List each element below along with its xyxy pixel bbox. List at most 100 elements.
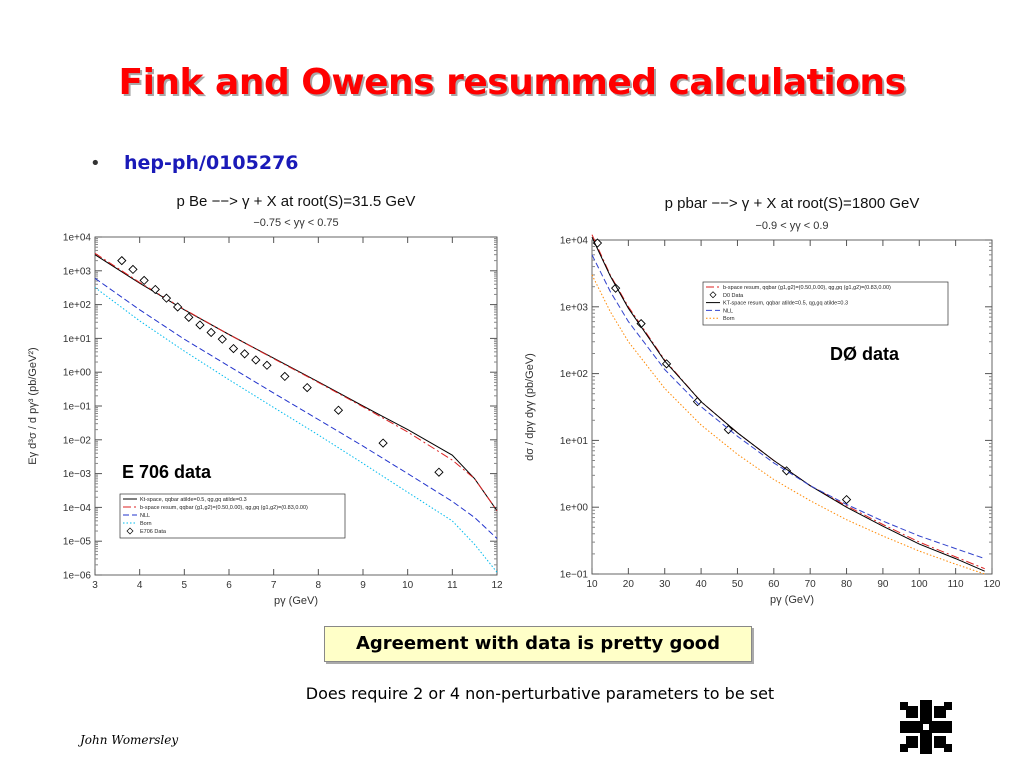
chart-title: p pbar −−> γ + X at root(S)=1800 GeV bbox=[665, 195, 920, 212]
x-tick-label: 120 bbox=[984, 579, 1001, 590]
x-tick-label: 110 bbox=[948, 579, 964, 590]
data-point bbox=[172, 302, 183, 312]
legend-entry: NLL bbox=[140, 513, 150, 519]
y-tick-label: 1e+00 bbox=[63, 368, 92, 379]
x-tick-label: 60 bbox=[768, 579, 780, 590]
series-line bbox=[94, 287, 498, 573]
x-tick-label: 4 bbox=[137, 580, 143, 591]
series-line bbox=[591, 236, 985, 572]
y-tick-label: 1e−02 bbox=[63, 435, 92, 446]
legend-entry: Born bbox=[723, 316, 735, 322]
data-point bbox=[434, 467, 444, 477]
data-point bbox=[333, 405, 344, 415]
x-tick-label: 30 bbox=[659, 579, 671, 590]
x-tick-label: 12 bbox=[491, 580, 503, 591]
x-tick-label: 10 bbox=[402, 580, 414, 591]
author-name: John Womersley bbox=[80, 733, 179, 747]
x-tick-label: 90 bbox=[877, 579, 889, 590]
data-point bbox=[195, 320, 205, 330]
y-tick-label: 1e+02 bbox=[63, 300, 92, 311]
legend-entry: Born bbox=[140, 521, 152, 527]
bullet-dot: • bbox=[90, 153, 101, 174]
data-point bbox=[841, 494, 852, 505]
y-axis-label: dσ / dpγ dyγ (pb/GeV) bbox=[524, 353, 536, 461]
y-tick-label: 1e−01 bbox=[560, 570, 589, 581]
y-tick-label: 1e−03 bbox=[63, 469, 92, 480]
x-axis-label: pγ (GeV) bbox=[274, 595, 318, 607]
series-line bbox=[591, 254, 985, 560]
legend-entry: b-space resum, qqbar (g1,g2)=(0.50,0.00)… bbox=[723, 285, 891, 291]
x-tick-label: 7 bbox=[271, 580, 277, 591]
data-point bbox=[206, 327, 216, 338]
legend-entry: KT-space resum, qqbar atilde=0.5, qg,gq … bbox=[723, 301, 848, 307]
data-point bbox=[128, 264, 138, 275]
fermilab-logo-icon bbox=[900, 700, 952, 754]
legend-entry: Kt-space, qqbar atilde=0.5, qg,gq atilde… bbox=[140, 497, 247, 503]
y-tick-label: 1e+03 bbox=[63, 266, 92, 277]
legend-marker bbox=[709, 291, 717, 299]
data-point bbox=[378, 438, 388, 448]
x-tick-label: 10 bbox=[586, 579, 598, 590]
data-point bbox=[184, 312, 194, 322]
data-point bbox=[302, 382, 312, 393]
series-line bbox=[94, 252, 498, 511]
series-line bbox=[94, 277, 498, 539]
data-point bbox=[161, 293, 172, 303]
data-point bbox=[117, 255, 127, 266]
series-line bbox=[591, 274, 985, 575]
x-tick-label: 100 bbox=[911, 579, 928, 590]
legend-entry: NLL bbox=[723, 308, 733, 314]
x-tick-label: 40 bbox=[696, 579, 708, 590]
legend-box bbox=[702, 281, 949, 326]
y-tick-label: 1e+03 bbox=[560, 302, 589, 313]
slide-title: Fink and Owens resummed calculations bbox=[118, 62, 906, 103]
x-tick-label: 50 bbox=[732, 579, 744, 590]
data-point bbox=[610, 283, 621, 293]
legend-entry: D0 Data bbox=[723, 293, 744, 299]
x-tick-label: 20 bbox=[623, 579, 635, 590]
x-tick-label: 6 bbox=[226, 580, 232, 591]
data-point bbox=[251, 355, 261, 365]
data-annotation: DØ data bbox=[830, 344, 900, 364]
series-line bbox=[94, 254, 498, 511]
data-point bbox=[228, 343, 239, 354]
y-tick-label: 1e+01 bbox=[560, 436, 589, 447]
data-point bbox=[217, 334, 227, 344]
x-tick-label: 11 bbox=[447, 580, 458, 591]
y-axis-label: Eγ d³σ / d pγ³ (pb/GeV²) bbox=[27, 347, 39, 464]
data-point bbox=[239, 349, 250, 359]
x-tick-label: 9 bbox=[360, 580, 366, 591]
chart-subtitle: −0.9 < yγ < 0.9 bbox=[755, 220, 828, 232]
data-point bbox=[280, 371, 290, 382]
y-tick-label: 1e+01 bbox=[63, 334, 92, 345]
y-tick-label: 1e−04 bbox=[63, 503, 92, 514]
x-tick-label: 70 bbox=[805, 579, 817, 590]
legend-marker bbox=[126, 527, 134, 535]
chart-title: p Be −−> γ + X at root(S)=31.5 GeV bbox=[177, 193, 416, 210]
x-tick-label: 8 bbox=[316, 580, 322, 591]
x-tick-label: 80 bbox=[841, 579, 853, 590]
y-tick-label: 1e+02 bbox=[560, 369, 589, 380]
y-tick-label: 1e−01 bbox=[63, 402, 92, 413]
legend-box bbox=[119, 493, 346, 539]
data-point bbox=[139, 275, 149, 286]
parameters-note: Does require 2 or 4 non-perturbative par… bbox=[305, 684, 775, 703]
data-annotation: E 706 data bbox=[122, 462, 212, 482]
y-tick-label: 1e−05 bbox=[63, 537, 92, 548]
y-tick-label: 1e+04 bbox=[560, 236, 589, 247]
agreement-callout: Agreement with data is pretty good bbox=[324, 626, 752, 662]
chart-subtitle: −0.75 < yγ < 0.75 bbox=[253, 217, 338, 229]
data-point bbox=[262, 360, 272, 370]
x-tick-label: 5 bbox=[182, 580, 188, 591]
x-axis-label: pγ (GeV) bbox=[770, 594, 814, 606]
y-tick-label: 1e+04 bbox=[63, 233, 92, 244]
legend-entry: E706 Data bbox=[140, 529, 167, 535]
paper-reference: hep-ph/0105276 bbox=[124, 152, 299, 174]
legend-entry: b-space resum, qqbar (g1,g2)=(0.50,0.00)… bbox=[140, 505, 308, 511]
x-tick-label: 3 bbox=[92, 580, 98, 591]
y-tick-label: 1e−06 bbox=[63, 571, 92, 582]
y-tick-label: 1e+00 bbox=[560, 503, 589, 514]
data-point bbox=[150, 284, 160, 295]
